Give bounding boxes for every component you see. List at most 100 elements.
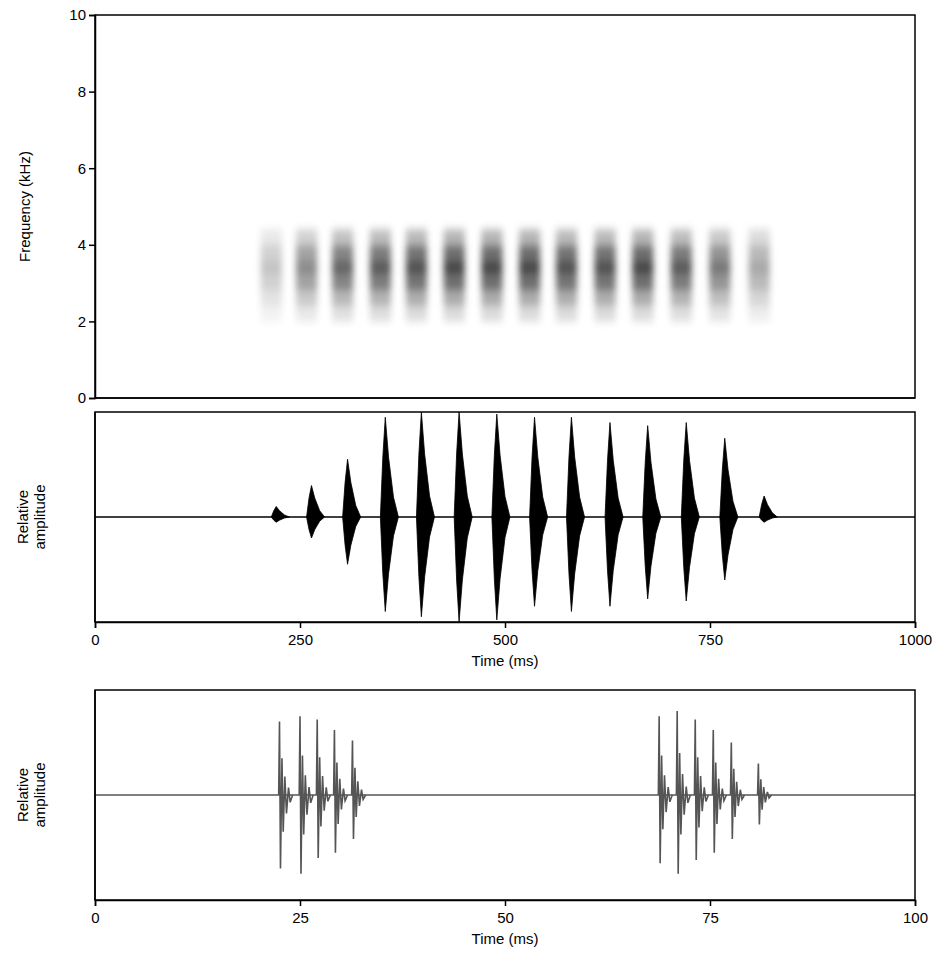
pulse — [731, 743, 745, 840]
spectrogram-cells — [261, 229, 770, 321]
spectrogram-cell — [332, 291, 353, 306]
plot-area — [261, 229, 770, 321]
y-tick-mark — [89, 245, 95, 247]
spectrogram-cell — [632, 275, 653, 290]
spectrogram-cell — [370, 275, 391, 290]
y-tick-mark — [89, 91, 95, 93]
spectrogram-cell — [481, 245, 502, 260]
x-tick: 500 — [493, 622, 518, 648]
x-tick-mark — [95, 622, 97, 628]
pulse — [643, 426, 661, 599]
x-tick: 1000 — [899, 622, 932, 648]
pulse — [759, 496, 777, 522]
spectrogram-cell — [594, 291, 615, 306]
y-tick: 8 — [78, 83, 95, 100]
spectrogram-cell — [749, 291, 770, 306]
spectrogram-cell — [444, 306, 465, 321]
pulse — [567, 417, 585, 611]
spectrogram-cell — [406, 229, 427, 244]
spectrogram-cell — [481, 260, 502, 275]
spectrogram-cell — [296, 275, 317, 290]
spectrogram-cell — [261, 306, 282, 321]
spectrogram-cell — [671, 291, 692, 306]
pulse — [712, 730, 726, 853]
spectrogram-cell — [370, 229, 391, 244]
x-tick-mark — [300, 900, 302, 906]
spectrogram-cell — [406, 260, 427, 275]
pulse — [380, 417, 398, 611]
spectrogram-cell — [332, 245, 353, 260]
pulse — [658, 716, 672, 863]
spectrogram-cell — [671, 260, 692, 275]
spectrogram-cell — [519, 260, 540, 275]
spectrogram-cell — [481, 291, 502, 306]
spectrogram-cell — [406, 291, 427, 306]
spectrogram-cell — [671, 245, 692, 260]
spectrogram-cell — [519, 275, 540, 290]
x-tick-label: 25 — [292, 909, 309, 926]
x-tick-mark — [505, 622, 507, 628]
x-tick-label: 50 — [497, 909, 514, 926]
x-tick-label: 500 — [493, 631, 518, 648]
spectrogram-cell — [749, 245, 770, 260]
spectrogram-cell — [444, 291, 465, 306]
plot-frame — [95, 690, 915, 900]
pulse — [343, 459, 361, 564]
x-tick-label: 0 — [91, 909, 99, 926]
spectrogram-cell — [519, 291, 540, 306]
spectrogram-cell — [632, 306, 653, 321]
y-tick: 2 — [78, 313, 95, 330]
spectrogram-cell — [370, 260, 391, 275]
spectrogram-cell — [332, 260, 353, 275]
pulse — [605, 423, 623, 607]
spectrogram-cell — [261, 229, 282, 244]
spectrogram-cell — [370, 291, 391, 306]
y-tick-label: 4 — [78, 236, 86, 253]
spectrogram-cell — [444, 260, 465, 275]
y-tick-mark — [89, 168, 95, 170]
plot-frame — [95, 412, 915, 622]
y-axis-title: Relativeamplitude — [14, 484, 48, 549]
pulse — [530, 417, 548, 606]
pulse — [720, 438, 738, 580]
x-axis-line — [96, 901, 916, 907]
spectrogram-cell — [671, 275, 692, 290]
x-axis-title: Time (ms) — [472, 930, 539, 947]
plot-area — [95, 711, 915, 874]
spectrogram-cell — [296, 245, 317, 260]
spectrogram-cell — [556, 275, 577, 290]
spectrogram-cell — [296, 260, 317, 275]
y-axis: 0246810 — [69, 6, 95, 406]
spectrogram-cell — [709, 306, 730, 321]
y-tick-mark — [89, 15, 95, 17]
plot-area — [95, 412, 915, 622]
baseline — [95, 794, 915, 796]
x-tick: 0 — [91, 900, 99, 926]
y-tick-label: 0 — [78, 389, 86, 406]
spectrogram-cell — [556, 245, 577, 260]
x-tick: 75 — [702, 900, 719, 926]
pulse — [676, 711, 690, 874]
pulse — [307, 486, 325, 539]
spectrogram-cell — [519, 306, 540, 321]
spectrogram-cell — [481, 275, 502, 290]
spectrogram-cell — [519, 245, 540, 260]
x-tick: 25 — [292, 900, 309, 926]
x-tick-mark — [915, 622, 917, 628]
spectrogram-cell — [556, 291, 577, 306]
x-tick: 50 — [497, 900, 514, 926]
x-tick-label: 0 — [91, 631, 99, 648]
spectrogram-cell — [296, 291, 317, 306]
x-tick: 250 — [288, 622, 313, 648]
spectrogram-cell — [556, 306, 577, 321]
spectrogram-cell — [594, 275, 615, 290]
spectrogram-cell — [556, 229, 577, 244]
x-axis: 0 250 500 750 1000 — [91, 622, 932, 648]
spectrogram-cell — [632, 245, 653, 260]
pulse — [316, 719, 330, 858]
pulse — [271, 507, 289, 523]
spectrogram-cell — [671, 306, 692, 321]
pulse — [352, 740, 366, 839]
x-tick-label: 750 — [698, 631, 723, 648]
spectrogram-cell — [632, 260, 653, 275]
